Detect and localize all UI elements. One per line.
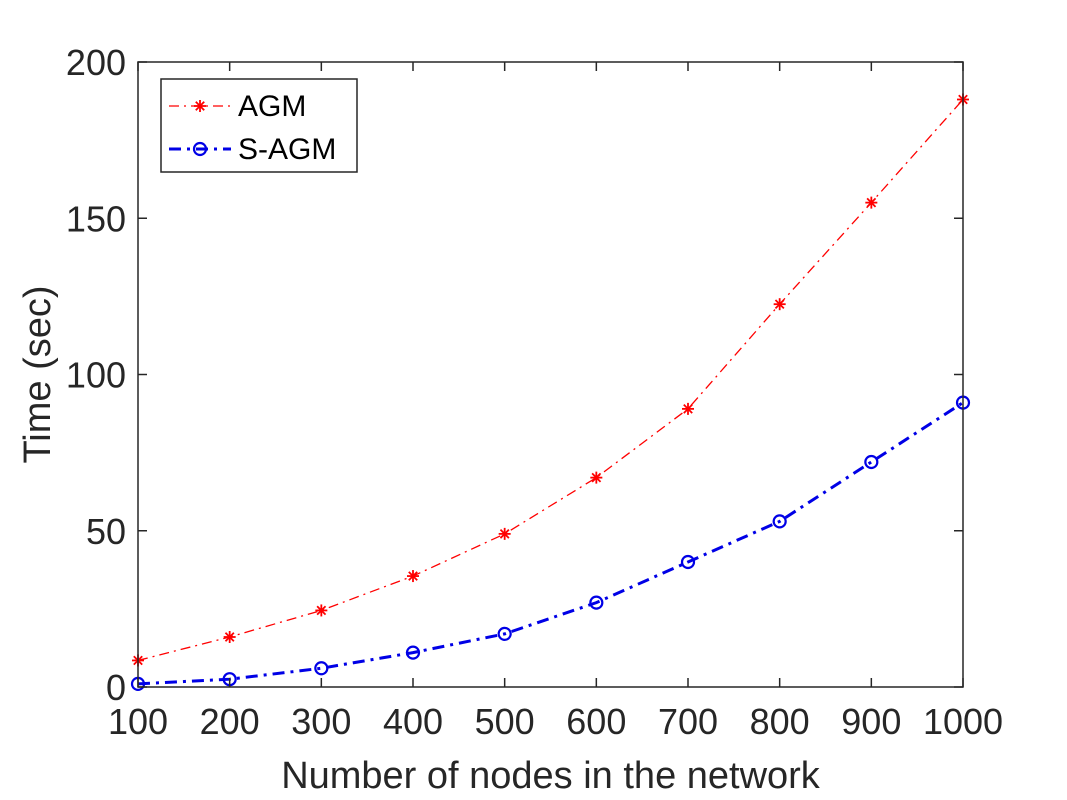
x-tick-label: 800 <box>750 701 810 742</box>
data-point <box>497 626 512 641</box>
x-tick-label: 600 <box>566 701 626 742</box>
x-tick-label: 1000 <box>923 701 1003 742</box>
data-point <box>314 661 329 676</box>
x-tick-label: 100 <box>108 701 168 742</box>
plot-frame <box>137 61 964 688</box>
x-tick-label: 900 <box>841 701 901 742</box>
data-point <box>315 604 328 617</box>
data-point <box>407 570 419 583</box>
y-tick-label: 200 <box>66 42 126 83</box>
data-point <box>194 100 206 112</box>
data-point <box>590 471 603 484</box>
legend-box <box>160 78 358 173</box>
legend-item: AGM <box>169 90 306 123</box>
data-point <box>682 402 694 415</box>
y-tick-label: 50 <box>86 511 126 552</box>
legend-label: S-AGM <box>238 133 336 166</box>
data-point <box>405 645 421 660</box>
data-point <box>223 631 236 643</box>
series-line <box>137 401 964 686</box>
x-tick-label: 200 <box>200 701 260 742</box>
data-point <box>498 527 511 540</box>
data-point <box>772 514 787 529</box>
data-point <box>864 454 879 470</box>
tick-labels: 100 200 300 400 500 600 700 800 900 1000 0 50 100 150… <box>66 42 1003 742</box>
y-tick-label: 0 <box>106 667 126 708</box>
legend-item: S-AGM <box>169 133 336 166</box>
data-point <box>773 298 786 311</box>
data-point <box>680 554 696 570</box>
x-tick-label: 500 <box>475 701 535 742</box>
x-tick-label: 400 <box>383 701 443 742</box>
data-point <box>865 196 878 209</box>
data-point <box>589 595 604 610</box>
x-tick-label: 700 <box>658 701 718 742</box>
x-axis-title: Number of nodes in the network <box>281 755 821 797</box>
y-axis-title: Time (sec) <box>17 285 59 463</box>
data-point <box>192 141 208 157</box>
x-tick-label: 300 <box>291 701 351 742</box>
y-tick-label: 100 <box>66 355 126 396</box>
legend: AGM S-AGM <box>160 78 358 173</box>
series-line <box>137 99 964 662</box>
y-tick-label: 150 <box>66 198 126 239</box>
legend-label: AGM <box>238 90 306 123</box>
